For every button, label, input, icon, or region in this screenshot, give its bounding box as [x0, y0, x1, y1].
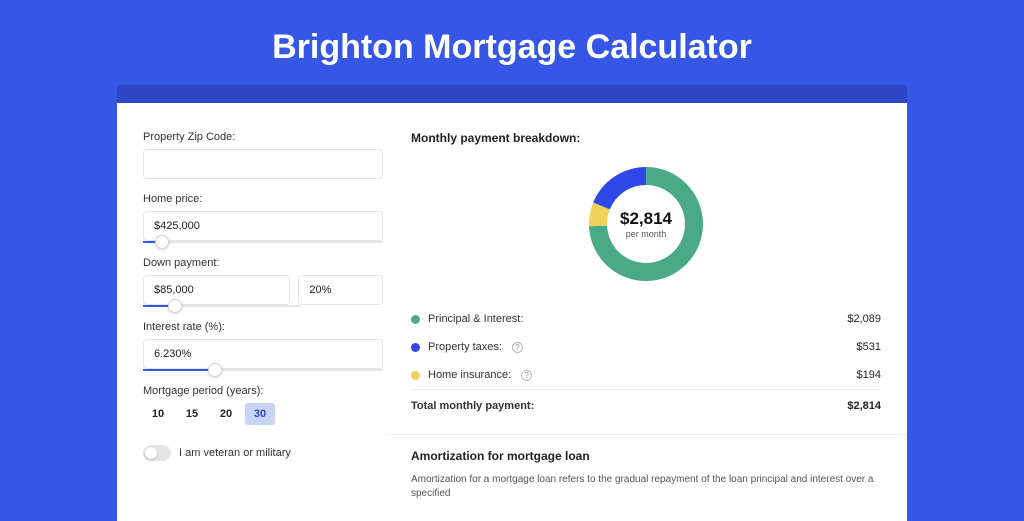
legend-label: Principal & Interest: — [428, 313, 523, 325]
donut-amount: $2,814 — [620, 209, 672, 229]
legend-label: Home insurance: — [428, 369, 511, 381]
veteran-toggle[interactable] — [143, 445, 171, 461]
down-payment-input[interactable] — [143, 275, 290, 305]
zip-field: Property Zip Code: — [143, 131, 383, 179]
page-title: Brighton Mortgage Calculator — [0, 0, 1024, 85]
legend-dot — [411, 343, 420, 352]
form-column: Property Zip Code: Home price: Down paym… — [143, 131, 383, 501]
legend-row: Home insurance:? $194 — [411, 361, 881, 389]
divider — [385, 434, 907, 435]
amortization-title: Amortization for mortgage loan — [411, 449, 881, 463]
down-payment-label: Down payment: — [143, 257, 383, 269]
total-row: Total monthly payment: $2,814 — [411, 389, 881, 420]
home-price-field: Home price: — [143, 193, 383, 243]
period-label: Mortgage period (years): — [143, 385, 383, 397]
legend-label: Property taxes: — [428, 341, 502, 353]
help-icon[interactable]: ? — [512, 342, 523, 353]
down-payment-field: Down payment: — [143, 257, 383, 307]
interest-input[interactable] — [143, 339, 383, 369]
slider-thumb[interactable] — [208, 363, 222, 377]
total-amount: $2,814 — [847, 400, 881, 412]
legend-dot — [411, 315, 420, 324]
legend-amount: $531 — [857, 341, 881, 353]
breakdown-column: Monthly payment breakdown: $2,814 per mo… — [411, 131, 881, 501]
interest-slider[interactable] — [143, 369, 383, 371]
legend-amount: $2,089 — [847, 313, 881, 325]
period-option-20[interactable]: 20 — [211, 403, 241, 425]
veteran-row: I am veteran or military — [143, 445, 383, 461]
toggle-knob — [145, 447, 157, 459]
help-icon[interactable]: ? — [521, 370, 532, 381]
down-payment-pct-input[interactable] — [298, 275, 383, 305]
slider-thumb[interactable] — [155, 235, 169, 249]
home-price-input[interactable] — [143, 211, 383, 241]
legend-row: Principal & Interest: $2,089 — [411, 305, 881, 333]
period-field: Mortgage period (years): 10152030 — [143, 385, 383, 425]
amortization-text: Amortization for a mortgage loan refers … — [411, 473, 881, 501]
home-price-label: Home price: — [143, 193, 383, 205]
veteran-label: I am veteran or military — [179, 447, 291, 459]
period-option-30[interactable]: 30 — [245, 403, 275, 425]
legend-row: Property taxes:? $531 — [411, 333, 881, 361]
donut-sublabel: per month — [620, 229, 672, 239]
period-option-15[interactable]: 15 — [177, 403, 207, 425]
donut-chart: $2,814 per month — [411, 159, 881, 289]
interest-field: Interest rate (%): — [143, 321, 383, 371]
breakdown-title: Monthly payment breakdown: — [411, 131, 881, 145]
legend-dot — [411, 371, 420, 380]
down-payment-slider[interactable] — [143, 305, 301, 307]
calculator-card: Property Zip Code: Home price: Down paym… — [117, 103, 907, 521]
slider-thumb[interactable] — [168, 299, 182, 313]
period-option-10[interactable]: 10 — [143, 403, 173, 425]
interest-label: Interest rate (%): — [143, 321, 383, 333]
donut-center: $2,814 per month — [620, 209, 672, 239]
legend-amount: $194 — [857, 369, 881, 381]
home-price-slider[interactable] — [143, 241, 383, 243]
total-label: Total monthly payment: — [411, 400, 534, 412]
header-band — [117, 85, 907, 103]
zip-label: Property Zip Code: — [143, 131, 383, 143]
zip-input[interactable] — [143, 149, 383, 179]
